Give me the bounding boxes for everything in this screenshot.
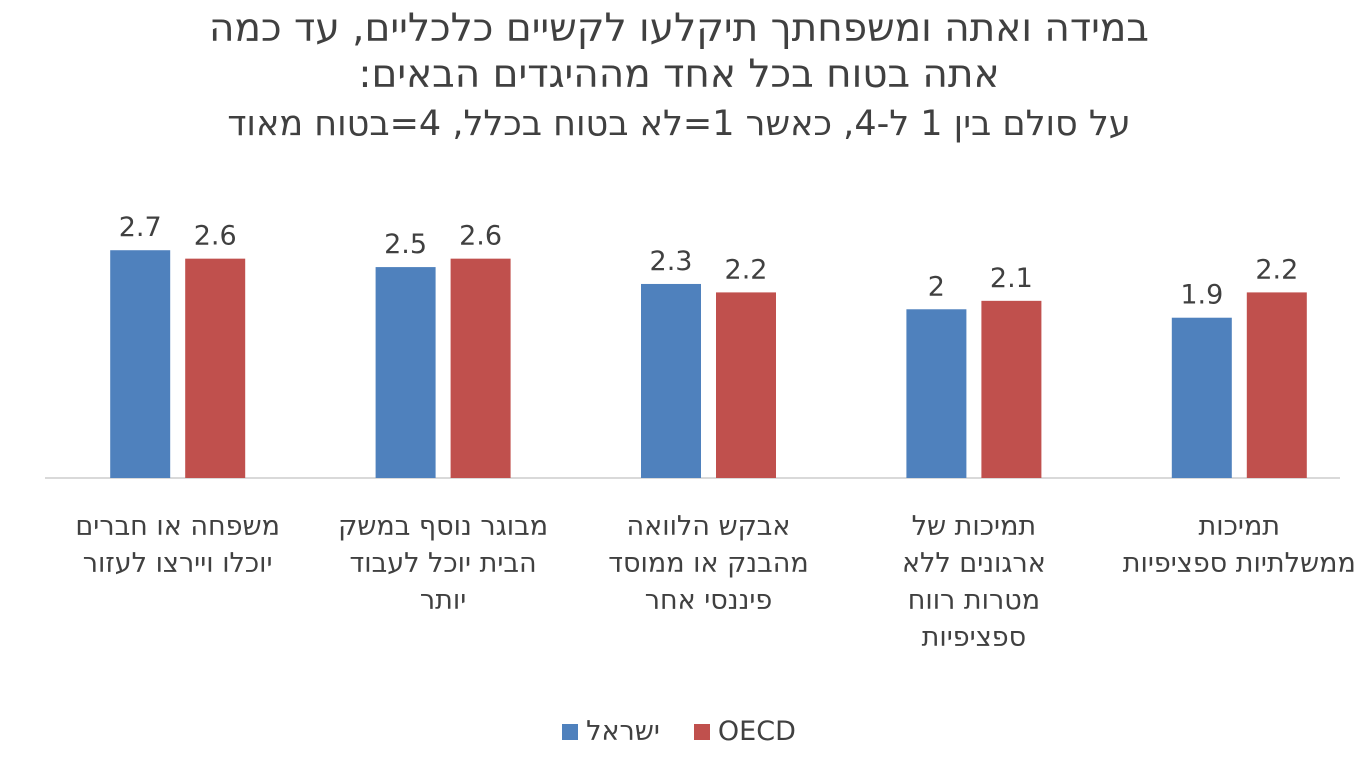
legend-swatch-israel — [562, 723, 579, 740]
category-label-3-line-1: ארגונים ללא — [901, 548, 1046, 579]
legend: ישראל OECD — [0, 716, 1358, 747]
category-label-3-line-0: תמיכות של — [911, 511, 1037, 542]
category-label-3-line-3: ספציפיות — [921, 622, 1027, 653]
category-label-2: אבקש הלוואה מהבנק או ממוסד פיננסי אחר — [584, 508, 834, 619]
bar-israel-1 — [375, 267, 436, 478]
bar-israel-2 — [641, 283, 701, 478]
data-label-israel-0: 2.7 — [119, 212, 162, 243]
category-label-1-line-1: הבית יוכל לעבוד — [349, 548, 537, 579]
bar-israel-4 — [1171, 317, 1232, 478]
category-label-4: תמיכות ממשלתיות ספציפיות — [1114, 508, 1358, 582]
data-label-israel-2: 2.3 — [650, 246, 693, 277]
data-label-oecd-2: 2.2 — [725, 254, 768, 285]
chart-subtitle: על סולם בין 1 ל-4, כאשר 1=לא בטוח בכלל, … — [227, 104, 1131, 144]
bar-oecd-4 — [1246, 292, 1307, 478]
chart-title-block: במידה ואתה ומשפחתך תיקלעו לקשיים כלכליים… — [0, 6, 1358, 146]
data-label-oecd-3: 2.1 — [990, 263, 1033, 294]
bar-oecd-1 — [450, 258, 511, 478]
bar-israel-0 — [110, 250, 171, 478]
category-label-0-line-0: משפחה או חברים — [75, 511, 280, 542]
legend-label-oecd: OECD — [717, 716, 796, 747]
category-label-0: משפחה או חברים יוכלו ויירצו לעזור — [53, 508, 303, 582]
data-label-oecd-0: 2.6 — [194, 221, 237, 252]
category-label-2-line-0: אבקש הלוואה — [626, 511, 791, 542]
category-label-1-line-2: יותר — [419, 585, 467, 616]
category-label-4-line-1: ממשלתיות ספציפיות — [1122, 548, 1356, 579]
chart-title-line-1: במידה ואתה ומשפחתך תיקלעו לקשיים כלכליים… — [209, 6, 1149, 51]
bar-oecd-2 — [716, 292, 776, 478]
category-label-1-line-0: מבוגר נוסף במשק — [338, 511, 549, 542]
category-label-3-line-2: מטרות רווח — [907, 585, 1041, 616]
category-label-4-line-0: תמיכות — [1198, 511, 1281, 542]
chart-title-line-2: אתה בטוח בכל אחד מההיגדים הבאים: — [358, 52, 1000, 97]
data-label-israel-1: 2.5 — [384, 229, 427, 260]
category-label-1: מבוגר נוסף במשק הבית יוכל לעבוד יותר — [318, 508, 568, 619]
data-label-israel-4: 1.9 — [1180, 280, 1223, 311]
data-label-oecd-4: 2.2 — [1255, 254, 1298, 285]
category-label-2-line-1: מהבנק או ממוסד — [608, 548, 809, 579]
bar-oecd-3 — [981, 300, 1042, 478]
data-label-oecd-1: 2.6 — [459, 221, 502, 252]
legend-item-israel: ישראל — [562, 716, 660, 747]
bar-israel-3 — [906, 309, 967, 478]
legend-item-oecd: OECD — [693, 716, 796, 747]
legend-label-israel: ישראל — [586, 716, 660, 747]
legend-swatch-oecd — [693, 723, 710, 740]
category-label-2-line-2: פיננסי אחר — [644, 585, 773, 616]
category-label-0-line-1: יוכלו ויירצו לעזור — [82, 548, 273, 579]
category-label-3: תמיכות של ארגונים ללא מטרות רווח ספציפיות — [849, 508, 1099, 656]
bar-oecd-0 — [185, 258, 246, 478]
data-label-israel-3: 2 — [928, 271, 945, 302]
